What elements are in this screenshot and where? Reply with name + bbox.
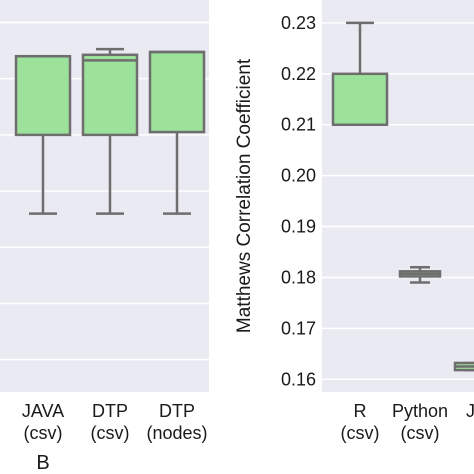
- right-plot-area: [322, 0, 474, 392]
- right-x-tick-label-1: Python (csv): [392, 401, 448, 443]
- box-left-0: [14, 54, 72, 137]
- y-tick-label-4: 0.20: [281, 166, 316, 186]
- y-tick-label-3: 0.19: [281, 217, 316, 237]
- left-x-tick-label-2: DTP (csv): [91, 401, 130, 443]
- y-tick-label-0: 0.16: [281, 369, 316, 389]
- box-right-0: [331, 72, 389, 126]
- y-axis-title: Matthews Correlation Coefficient: [234, 58, 255, 333]
- box-left-1: [81, 53, 139, 137]
- right-panel: 0.16 0.17 0.18 0.19 0.20 0.21 0.22 0.23 Matthews…: [234, 0, 474, 443]
- panel-letter-b: B: [36, 452, 49, 474]
- left-x-tick-label-3: DTP (nodes): [146, 401, 207, 443]
- left-panel: nnJAVA(csv)DTP(csv)DTP(nodes)B: [0, 0, 209, 474]
- y-tick-label-1: 0.17: [281, 318, 316, 338]
- y-tick-label-7: 0.23: [281, 13, 316, 33]
- right-x-tick-label-0: R (csv): [341, 401, 380, 443]
- y-tick-label-5: 0.21: [281, 115, 316, 135]
- left-x-tick-label-1: JAVA (csv): [22, 401, 64, 443]
- y-tick-label-2: 0.18: [281, 267, 316, 287]
- y-tick-label-6: 0.22: [281, 64, 316, 84]
- box-left-2: [148, 50, 206, 134]
- right-x-tick-label-2: J: [466, 401, 474, 421]
